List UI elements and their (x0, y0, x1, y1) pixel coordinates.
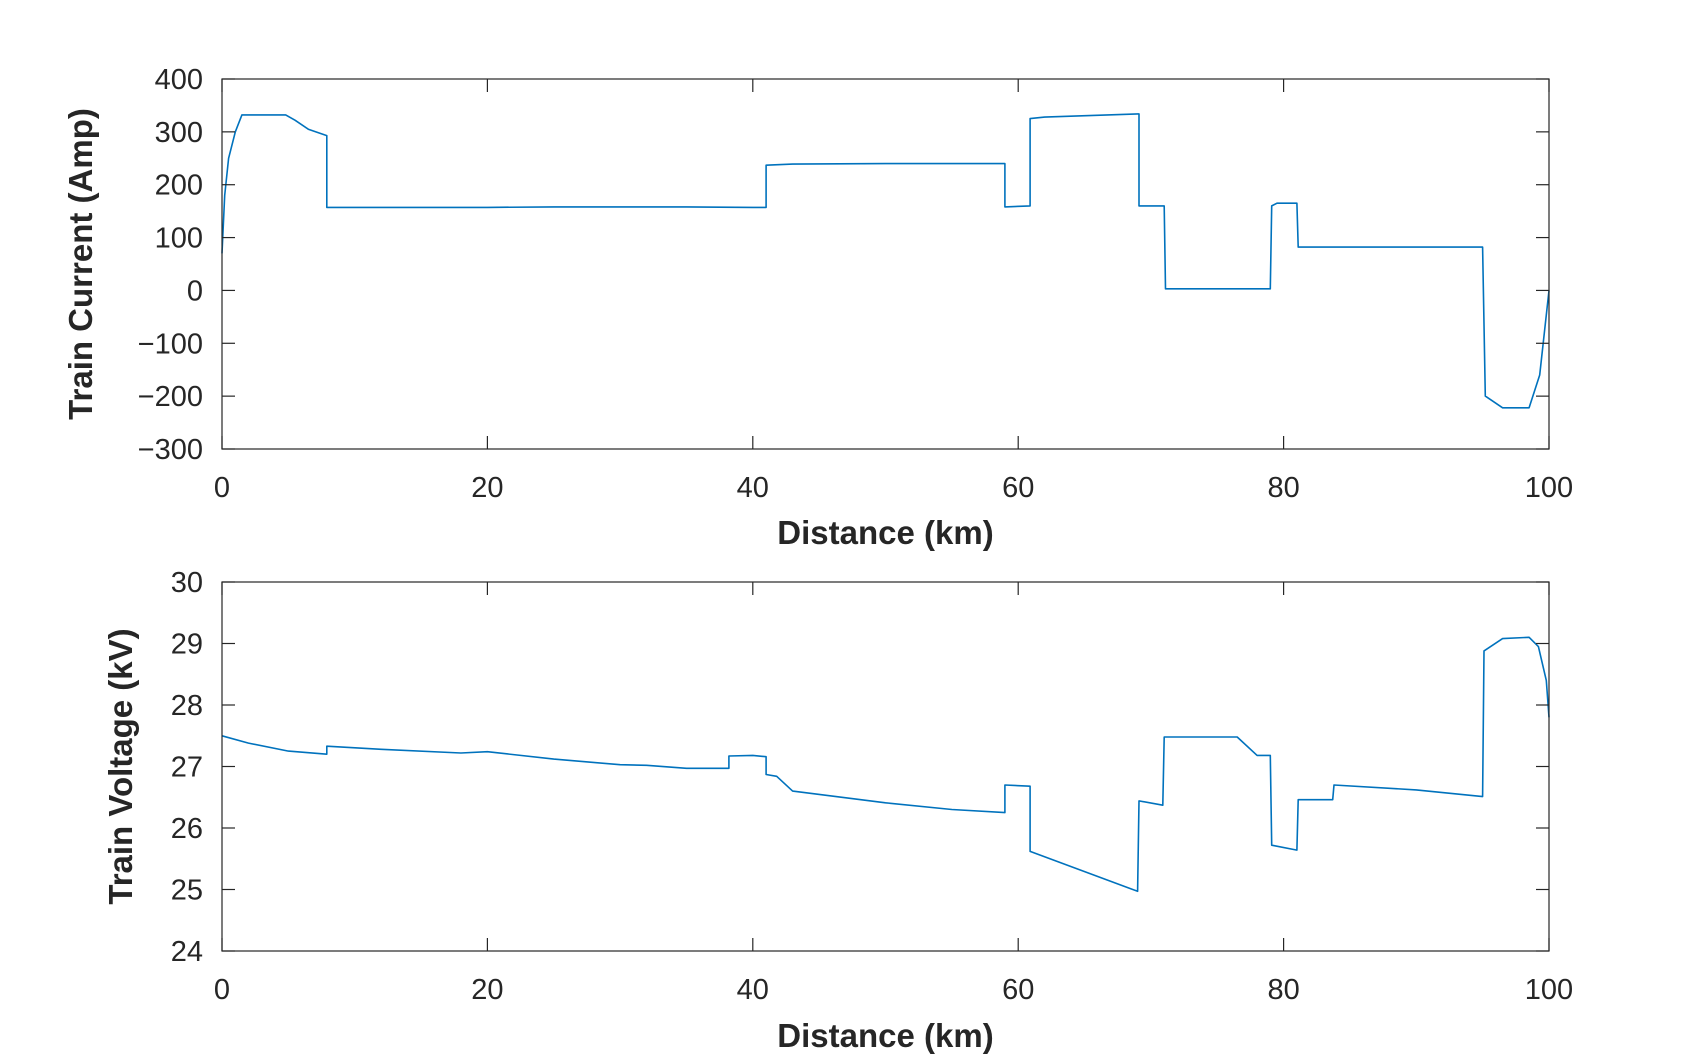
voltage-y-tick-label: 26 (171, 813, 203, 845)
current-y-axis-label: Train Current (Amp) (62, 108, 99, 420)
current-y-tick-label: −100 (138, 328, 203, 360)
current-chart: 0 20 40 60 80 100 −300 −200 −100 0 100 200 300 400 Dis… (62, 64, 1573, 551)
current-x-tick-label: 20 (471, 472, 503, 504)
voltage-x-tick-label: 20 (471, 974, 503, 1006)
current-series-line (221, 113, 1550, 409)
voltage-x-tick-label: 0 (214, 974, 230, 1006)
current-x-tick-label: 100 (1525, 472, 1573, 504)
voltage-chart: 0 20 40 60 80 100 24 25 26 27 28 29 30 Distance (km) T… (102, 567, 1573, 1054)
current-y-tick-label: 400 (155, 64, 203, 96)
voltage-y-tick-label: 28 (171, 690, 203, 722)
voltage-y-axis-label: Train Voltage (kV) (102, 628, 139, 904)
voltage-y-tick-label: 24 (171, 936, 203, 968)
voltage-series-line (221, 636, 1550, 893)
current-plot-frame (221, 78, 1550, 450)
current-x-tick-label: 0 (214, 472, 230, 504)
voltage-x-tick-label: 80 (1267, 974, 1299, 1006)
voltage-y-tick-label: 30 (171, 567, 203, 599)
voltage-plot-frame (221, 581, 1550, 952)
current-x-tick-label: 80 (1267, 472, 1299, 504)
voltage-y-tick-label: 25 (171, 875, 203, 907)
current-y-tick-label: −200 (138, 381, 203, 413)
current-x-axis-label: Distance (km) (777, 514, 993, 551)
voltage-y-tick-label: 29 (171, 629, 203, 661)
voltage-x-axis-label: Distance (km) (777, 1017, 993, 1054)
current-x-tick-label: 40 (737, 472, 769, 504)
current-y-tick-label: 0 (187, 275, 203, 307)
voltage-x-tick-label: 100 (1525, 974, 1573, 1006)
current-y-tick-label: 300 (155, 117, 203, 149)
voltage-x-tick-label: 40 (737, 974, 769, 1006)
current-x-tick-label: 60 (1002, 472, 1034, 504)
voltage-y-tick-label: 27 (171, 752, 203, 784)
current-y-tick-label: 200 (155, 170, 203, 202)
current-y-tick-label: −300 (138, 434, 203, 466)
current-y-tick-label: 100 (155, 223, 203, 255)
voltage-x-tick-label: 60 (1002, 974, 1034, 1006)
